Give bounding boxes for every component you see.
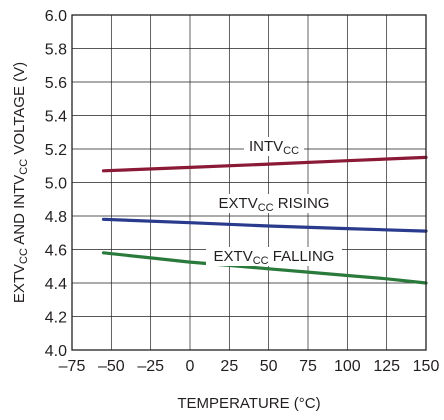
series-line-intvcc bbox=[101, 155, 428, 173]
x-tick-label: –25 bbox=[137, 358, 164, 375]
series-label-extvcc-rising: EXTVCC RISING bbox=[219, 195, 330, 214]
plot-frame bbox=[71, 14, 427, 351]
x-tick-label: 125 bbox=[373, 358, 400, 375]
x-axis-title: TEMPERATURE (°C) bbox=[177, 395, 320, 412]
series-label-background bbox=[210, 194, 338, 213]
y-tick-label: 5.6 bbox=[45, 75, 67, 92]
text-part: AND INTV bbox=[11, 175, 28, 248]
y-tick-label: 4.2 bbox=[45, 310, 67, 327]
y-tick-label: 5.2 bbox=[45, 142, 67, 159]
text-part: CC bbox=[18, 159, 30, 175]
y-axis-title: EXTVCC AND INTVCC VOLTAGE (V) bbox=[11, 62, 30, 303]
x-tick-label: –50 bbox=[98, 358, 125, 375]
x-tick-label: 100 bbox=[334, 358, 361, 375]
series-label-extvcc-falling: EXTVCC FALLING bbox=[214, 248, 335, 267]
text-part: CC bbox=[18, 248, 30, 264]
y-tick-label: 4.0 bbox=[45, 343, 67, 360]
x-tick-label: 75 bbox=[299, 358, 317, 375]
series-lines bbox=[101, 155, 428, 285]
y-tick-label: 5.0 bbox=[45, 176, 67, 193]
series-line-extvcc-falling bbox=[101, 251, 428, 285]
grid bbox=[71, 14, 427, 351]
text-part: CC bbox=[283, 145, 299, 157]
y-tick-label: 4.6 bbox=[45, 243, 67, 260]
text-part: FALLING bbox=[269, 248, 335, 265]
text-part: EXTV bbox=[219, 195, 258, 212]
text-part: CC bbox=[258, 202, 274, 214]
series-label-background bbox=[244, 137, 304, 156]
series-label-background bbox=[206, 247, 342, 266]
x-tick-label: –75 bbox=[59, 358, 86, 375]
text-part: VOLTAGE (V) bbox=[11, 62, 28, 159]
x-tick-label: 25 bbox=[220, 358, 238, 375]
x-tick-label: 0 bbox=[186, 358, 195, 375]
x-tick-labels: –75 –50 –25 0 25 50 75 100 125 150 bbox=[59, 358, 440, 375]
series-line-extvcc-rising bbox=[101, 217, 428, 233]
y-tick-label: 4.4 bbox=[45, 276, 67, 293]
text-part: RISING bbox=[274, 195, 330, 212]
text-part: INTV bbox=[249, 138, 283, 155]
text-part: EXTV bbox=[11, 264, 28, 303]
series-label-intvcc: INTVCC bbox=[249, 138, 299, 157]
text-part: EXTV bbox=[214, 248, 253, 265]
y-tick-label: 5.4 bbox=[45, 109, 67, 126]
y-tick-labels: 4.0 4.2 4.4 4.6 4.8 5.0 5.2 5.4 5.6 5.8 6.0 bbox=[45, 8, 67, 360]
y-tick-label: 4.8 bbox=[45, 209, 67, 226]
y-tick-label: 6.0 bbox=[45, 8, 67, 25]
y-tick-label: 5.8 bbox=[45, 42, 67, 59]
x-tick-label: 50 bbox=[260, 358, 278, 375]
x-tick-label: 150 bbox=[413, 358, 440, 375]
text-part: CC bbox=[253, 255, 269, 267]
